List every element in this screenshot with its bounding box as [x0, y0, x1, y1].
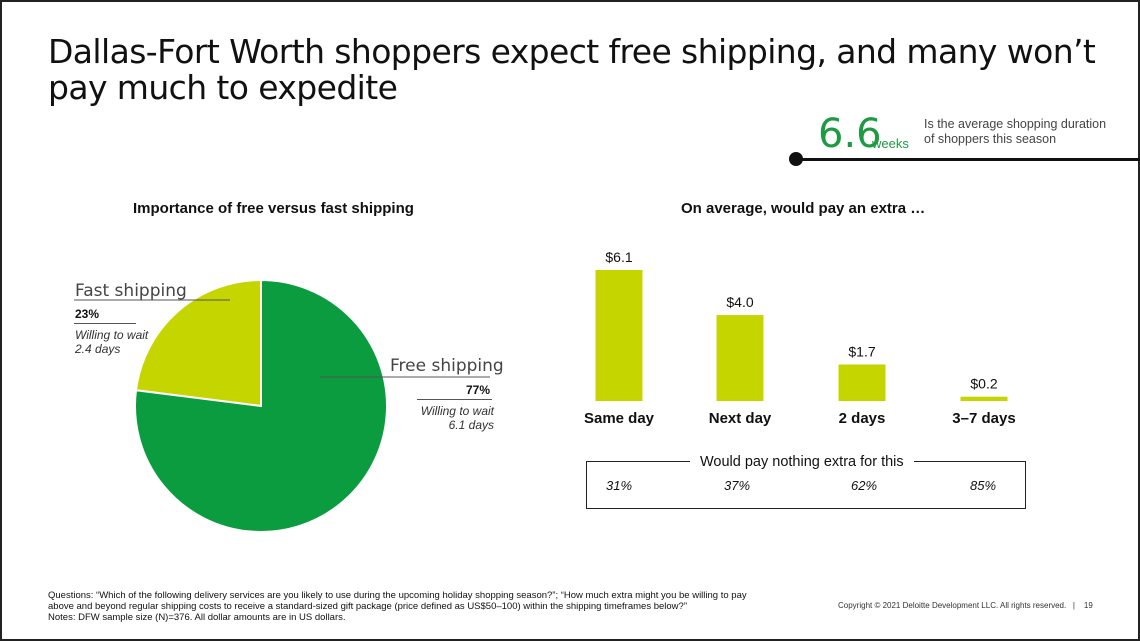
- free-shipping-pct-underline: [417, 399, 492, 400]
- bar-category-label-3-7-days: 3–7 days: [952, 410, 1015, 427]
- footnote-line3: Notes: DFW sample size (N)=376. All doll…: [48, 612, 346, 623]
- pie-note-fast-shipping: Willing to wait 2.4 days: [75, 328, 149, 356]
- kpi-value: 6.6: [818, 111, 882, 157]
- page-number: 19: [1083, 601, 1093, 610]
- slide-title: Dallas-Fort Worth shoppers expect free s…: [48, 32, 1096, 107]
- copyright-separator: |: [1068, 601, 1082, 610]
- pay-nothing-title: Would pay nothing extra for this: [690, 454, 914, 470]
- kpi-description: Is the average shopping duration of shop…: [924, 117, 1124, 147]
- bar-chart: $6.1 Same day $4.0 Next day $1.7 2 days $0.2 3–…: [584, 249, 1016, 427]
- bar-category-label-2-days: 2 days: [839, 410, 886, 427]
- kpi-description-line1: Is the average shopping duration: [924, 117, 1107, 131]
- pie-label-fast-shipping: Fast shipping: [75, 281, 187, 301]
- footnote: Questions: “Which of the following deliv…: [48, 590, 808, 623]
- footnote-line1: Questions: “Which of the following deliv…: [48, 590, 747, 601]
- pie-slice-free-shipping: [134, 278, 388, 533]
- copyright-text: Copyright © 2021 Deloitte Development LL…: [838, 601, 1067, 610]
- bar-value-label-next-day: $4.0: [726, 294, 753, 310]
- bar-next-day: [716, 315, 764, 401]
- kpi-description-line2: of shoppers this season: [924, 132, 1057, 146]
- bar-category-label-next-day: Next day: [709, 410, 772, 427]
- pie-value-fast-shipping: 23%: [75, 307, 100, 321]
- copyright: Copyright © 2021 Deloitte Development LL…: [838, 601, 1093, 610]
- bar-value-label-same-day: $6.1: [605, 249, 632, 265]
- pie-chart-title: Importance of free versus fast shipping: [133, 200, 414, 217]
- bar-same-day: [595, 270, 643, 401]
- kpi-divider-line: [796, 158, 1140, 161]
- pie-value-free-shipping: 77%: [465, 383, 490, 397]
- footnote-line2: above and beyond regular shipping costs …: [48, 601, 687, 612]
- bar-3-7-days: [960, 396, 1008, 401]
- pie-slice-fast-shipping: [134, 278, 262, 408]
- pay-nothing-same-day: 31%: [605, 478, 633, 493]
- bar-chart-title: On average, would pay an extra …: [681, 200, 926, 217]
- pay-nothing-2-days: 62%: [850, 478, 878, 493]
- kpi-unit: weeks: [872, 136, 909, 151]
- kpi-divider-dot: [789, 152, 803, 166]
- pay-nothing-next-day: 37%: [723, 478, 751, 493]
- pie-note-free-shipping: Willing to wait 6.1 days: [420, 404, 494, 432]
- bar-value-label-3-7-days: $0.2: [970, 376, 997, 392]
- fast-shipping-pct-underline: [74, 323, 136, 324]
- bar-category-label-same-day: Same day: [584, 410, 655, 427]
- pie-label-free-shipping: Free shipping: [390, 356, 504, 376]
- pay-nothing-3-7-days: 85%: [969, 478, 997, 493]
- bar-2-days: [838, 364, 886, 401]
- pie-chart: [74, 278, 490, 533]
- bar-value-label-2-days: $1.7: [848, 343, 875, 359]
